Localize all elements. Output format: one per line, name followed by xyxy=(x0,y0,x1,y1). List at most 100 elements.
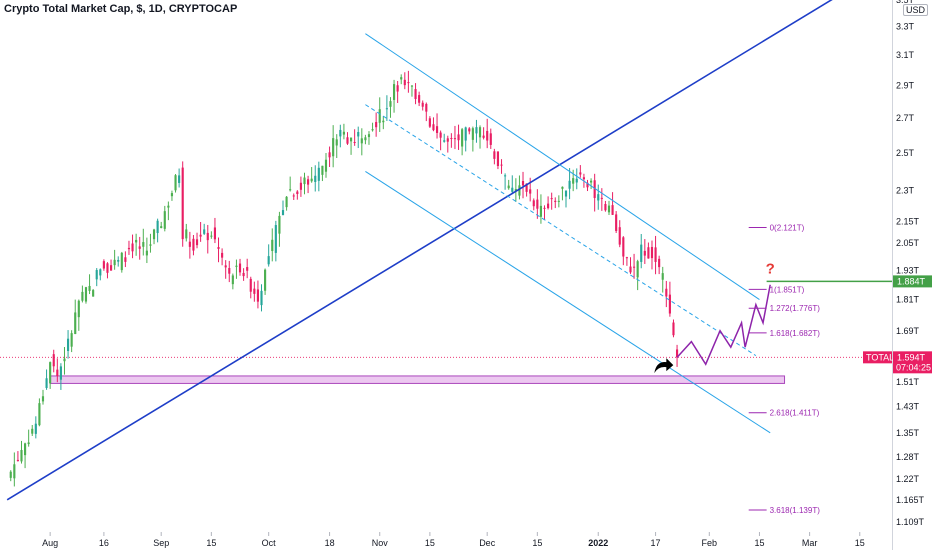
candle-body xyxy=(113,259,116,266)
candle-body xyxy=(303,177,306,185)
symbol-tag xyxy=(863,351,892,364)
candle-body xyxy=(496,151,500,166)
ascending-trendline xyxy=(6,0,833,501)
support-zone-layer xyxy=(49,375,786,384)
candle-body xyxy=(622,237,625,257)
candle-body xyxy=(378,109,381,123)
candle-body xyxy=(31,428,34,434)
candle-body xyxy=(471,128,474,140)
candle-body xyxy=(403,79,406,86)
candle-body xyxy=(256,289,260,302)
time-tick-label: 18 xyxy=(325,538,335,548)
candle-body xyxy=(88,285,91,291)
candle-body xyxy=(321,165,324,175)
candle-body xyxy=(156,220,159,234)
candle-body xyxy=(661,273,664,280)
candle-body xyxy=(632,266,636,268)
candle-body xyxy=(443,140,446,142)
candle-body xyxy=(615,214,618,231)
time-tick-label: 15 xyxy=(206,538,216,548)
candle-body xyxy=(478,127,482,138)
candle-body xyxy=(550,198,553,200)
candle-body xyxy=(425,103,428,112)
candle-body xyxy=(174,175,177,191)
candle-body xyxy=(647,247,650,259)
candle-body xyxy=(267,256,270,265)
time-tick-label: Aug xyxy=(42,538,58,548)
time-tick-label: Nov xyxy=(372,538,389,548)
candle-body xyxy=(572,178,575,184)
candle-body xyxy=(557,200,560,202)
candle-body xyxy=(468,128,471,132)
candle-body xyxy=(514,189,517,192)
candle-body xyxy=(672,322,675,336)
price-tick-label: 1.69T xyxy=(896,326,920,336)
candle-body xyxy=(428,118,431,127)
candle-body xyxy=(9,471,12,478)
price-tick-label: 3.3T xyxy=(896,22,915,32)
candle-body xyxy=(296,191,299,194)
candle-body xyxy=(135,239,138,243)
candle-body xyxy=(418,95,421,103)
candle-body xyxy=(493,151,496,159)
candle-body xyxy=(665,288,668,297)
candle-body xyxy=(181,167,184,240)
time-axis[interactable]: Aug 16 Sep 15 Oct 18 Nov 15 Dec 15 2022 17 Feb 15 Mar 1… xyxy=(42,532,865,548)
price-tick-label: 1.28T xyxy=(896,452,920,462)
candle-body xyxy=(518,185,521,196)
candle-body xyxy=(561,186,564,189)
candle-body xyxy=(167,205,170,208)
candle-body xyxy=(45,378,48,388)
candle-body xyxy=(289,189,292,191)
candle-body xyxy=(568,180,571,189)
candle-body xyxy=(106,263,109,273)
candle-body xyxy=(49,362,52,384)
candle-body xyxy=(400,77,403,80)
candle-body xyxy=(439,132,442,138)
candle-body xyxy=(382,120,385,123)
candle-body xyxy=(464,127,467,141)
candle-body xyxy=(547,203,550,209)
candle-body xyxy=(41,396,45,402)
candle-body xyxy=(224,265,227,268)
candle-body xyxy=(579,172,582,175)
candle-body xyxy=(461,129,464,147)
candle-body xyxy=(228,268,231,274)
candle-body xyxy=(206,232,209,241)
price-tick-label: 1.22T xyxy=(896,474,920,484)
candle-body xyxy=(192,238,195,251)
candle-body xyxy=(145,250,148,256)
chart-title: Crypto Total Market Cap, $, 1D, CRYPTOCA… xyxy=(4,3,238,15)
candle-body xyxy=(246,267,249,271)
candle-body xyxy=(310,178,313,182)
candle-body xyxy=(84,287,88,302)
price-tick-label: 1.109T xyxy=(896,517,925,527)
fib-level-label: 1.618(1.682T) xyxy=(770,329,821,338)
candle-body xyxy=(339,129,342,137)
price-tick-label: 1.43T xyxy=(896,402,920,412)
time-tick-label: Oct xyxy=(262,538,277,548)
candle-body xyxy=(554,200,557,202)
candle-body xyxy=(457,134,460,141)
time-tick-label: 16 xyxy=(99,538,109,548)
candle-body xyxy=(453,138,457,140)
candle-body xyxy=(99,269,102,276)
candle-body xyxy=(385,108,388,110)
candle-body xyxy=(264,269,267,291)
candle-body xyxy=(618,227,621,245)
candle-body xyxy=(360,138,363,144)
currency-label[interactable]: USD xyxy=(903,4,929,16)
candle-body xyxy=(178,175,181,183)
candle-body xyxy=(210,235,213,237)
candle-body xyxy=(238,263,242,273)
time-tick-label: Dec xyxy=(479,538,496,548)
price-tick-label: 2.9T xyxy=(896,80,915,90)
current-price-tag xyxy=(893,351,932,374)
candle-body xyxy=(34,423,37,434)
candle-body xyxy=(285,196,288,208)
candle-body xyxy=(525,183,528,192)
candle-body xyxy=(654,247,657,262)
candle-body xyxy=(593,180,596,198)
price-axis[interactable]: 3.5T 3.3T 3.1T 2.9T 2.7T 2.5T 2.3T 2.15T 2.05T 1.… xyxy=(896,0,925,527)
